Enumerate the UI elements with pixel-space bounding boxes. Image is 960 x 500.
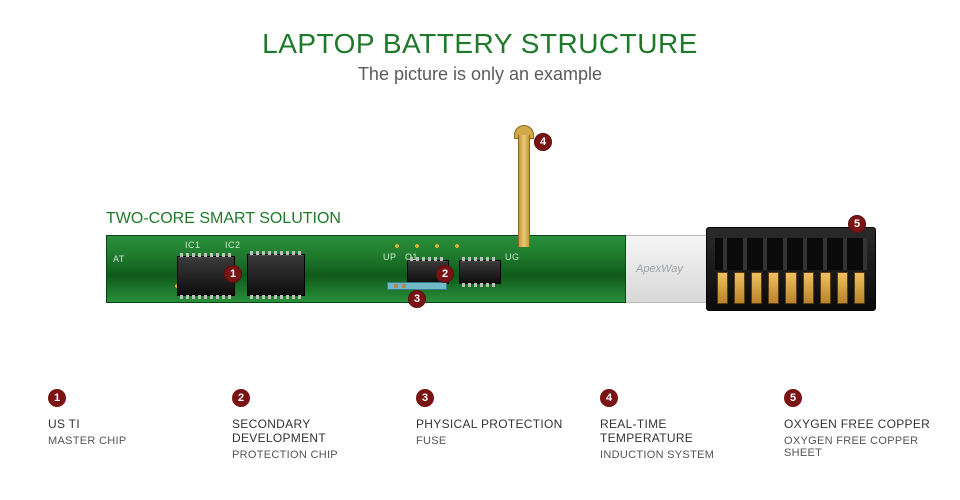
copper-sheet-icon — [751, 272, 762, 304]
silk-ic1: IC1 — [185, 240, 201, 250]
legend-title: PHYSICAL PROTECTION — [416, 417, 576, 431]
legend-subtitle: INDUCTION SYSTEM — [600, 449, 760, 461]
silk-ug: UG — [505, 252, 520, 262]
main-title: LAPTOP BATTERY STRUCTURE — [0, 28, 960, 60]
silk-up: UP — [383, 252, 397, 262]
legend-title: SECONDARY DEVELOPMENT — [232, 417, 392, 445]
copper-sheet-icon — [854, 272, 865, 304]
legend-subtitle: MASTER CHIP — [48, 435, 208, 447]
legend-dot-5: 5 — [784, 389, 802, 407]
legend-title: REAL-TIME TEMPERATURE — [600, 417, 760, 445]
legend-subtitle: PROTECTION CHIP — [232, 449, 392, 461]
board-illustration: AT IC1 IC2 UP Q1 UG ApexWay 12345 — [106, 235, 854, 305]
marker-5: 5 — [848, 215, 866, 233]
legend-title: US TI — [48, 417, 208, 431]
silk-at: AT — [113, 254, 125, 264]
legend: 1 US TI MASTER CHIP 2 SECONDARY DEVELOPMENT P… — [48, 388, 944, 461]
solution-label: TWO-CORE SMART SOLUTION — [106, 210, 341, 228]
legend-item-3: 3 PHYSICAL PROTECTION FUSE — [416, 388, 576, 461]
thermistor-wire-icon — [518, 135, 530, 247]
marker-4: 4 — [534, 133, 552, 151]
chip-2-icon — [247, 254, 305, 296]
copper-sheet-icon — [717, 272, 728, 304]
legend-dot-3: 3 — [416, 389, 434, 407]
legend-dot-4: 4 — [600, 389, 618, 407]
legend-item-1: 1 US TI MASTER CHIP — [48, 388, 208, 461]
legend-subtitle: FUSE — [416, 435, 576, 447]
silk-ic2: IC2 — [225, 240, 241, 250]
header: LAPTOP BATTERY STRUCTURE The picture is … — [0, 0, 960, 85]
copper-sheet-icon — [785, 272, 796, 304]
copper-sheet-icon — [803, 272, 814, 304]
legend-item-2: 2 SECONDARY DEVELOPMENT PROTECTION CHIP — [232, 388, 392, 461]
fuse-icon — [387, 282, 447, 290]
copper-sheet-icon — [768, 272, 779, 304]
connector-fins-icon — [715, 238, 867, 270]
copper-sheet-icon — [820, 272, 831, 304]
legend-title: OXYGEN FREE COPPER — [784, 417, 944, 431]
marker-1: 1 — [224, 265, 242, 283]
legend-dot-2: 2 — [232, 389, 250, 407]
legend-dot-1: 1 — [48, 389, 66, 407]
copper-sheet-icon — [837, 272, 848, 304]
subtitle: The picture is only an example — [0, 64, 960, 85]
connector-icon — [706, 227, 876, 311]
marker-2: 2 — [436, 265, 454, 283]
pcb-board-icon: AT IC1 IC2 UP Q1 UG — [106, 235, 626, 303]
brand-text: ApexWay — [636, 263, 683, 275]
copper-sheet-icon — [734, 272, 745, 304]
legend-item-4: 4 REAL-TIME TEMPERATURE INDUCTION SYSTEM — [600, 388, 760, 461]
legend-subtitle: OXYGEN FREE COPPER SHEET — [784, 435, 944, 459]
legend-item-5: 5 OXYGEN FREE COPPER OXYGEN FREE COPPER SH… — [784, 388, 944, 461]
protection-chip-b-icon — [459, 260, 501, 284]
marker-3: 3 — [408, 290, 426, 308]
copper-sheets-icon — [717, 272, 865, 304]
